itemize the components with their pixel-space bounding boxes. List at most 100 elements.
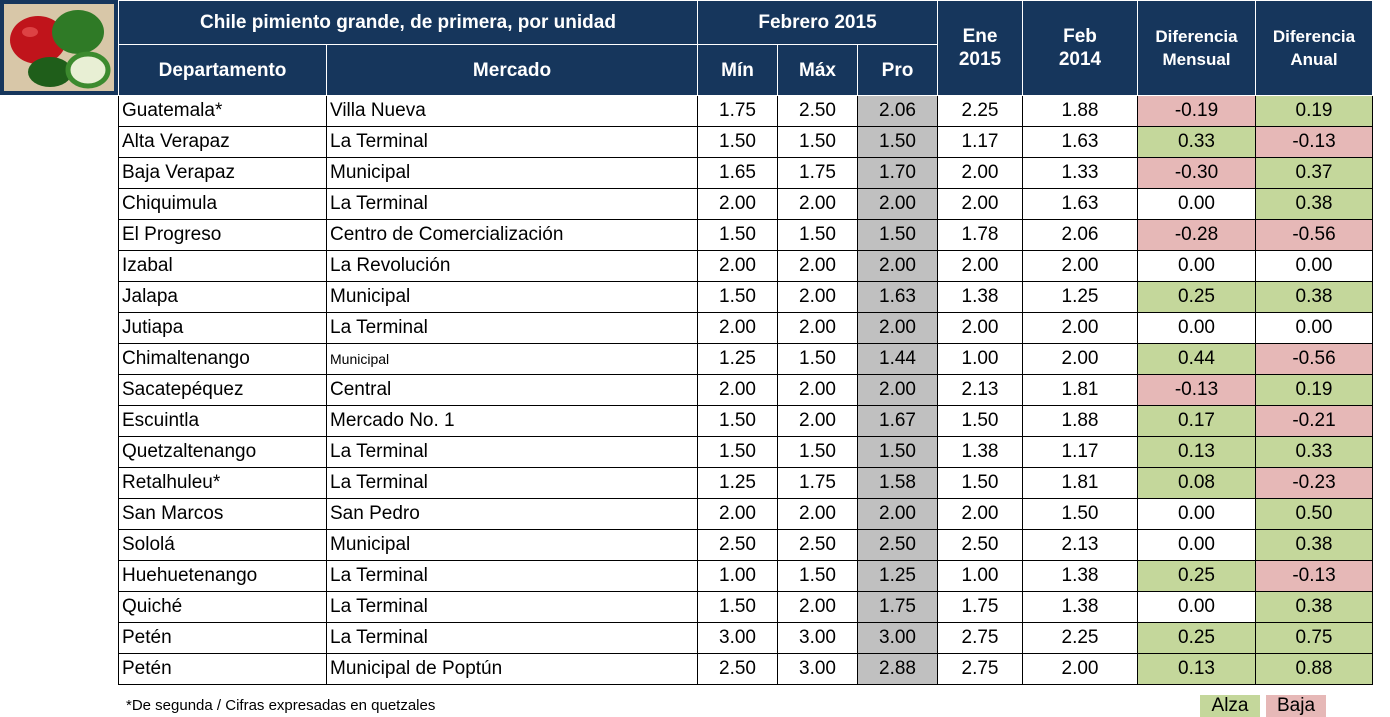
table-row: Quiché La Terminal 1.50 2.00 1.75 1.75 1.38 0.0… xyxy=(118,591,1373,623)
number-cell: 1.50 xyxy=(697,405,778,437)
text-cell: Sacatepéquez xyxy=(118,374,327,406)
number-cell: 0.00 xyxy=(1137,591,1256,623)
number-cell: 2.00 xyxy=(777,281,858,313)
number-cell: 2.50 xyxy=(937,529,1023,561)
number-cell: 2.00 xyxy=(777,591,858,623)
number-cell: 1.50 xyxy=(777,219,858,251)
text-cell: La Terminal xyxy=(326,126,698,158)
text-cell: Jalapa xyxy=(118,281,327,313)
number-cell: 1.38 xyxy=(1022,591,1138,623)
text-cell: Municipal xyxy=(326,529,698,561)
number-cell: 1.25 xyxy=(857,560,938,592)
table-row: Jalapa Municipal 1.50 2.00 1.63 1.38 1.25 0.25 0… xyxy=(118,281,1373,313)
table-row: Sacatepéquez Central 2.00 2.00 2.00 2.13 1.81-… xyxy=(118,374,1373,406)
text-cell: Villa Nueva xyxy=(326,95,698,127)
number-cell: 0.38 xyxy=(1255,529,1373,561)
number-cell: 0.75 xyxy=(1255,622,1373,654)
number-cell: 2.06 xyxy=(1022,219,1138,251)
number-cell: 0.38 xyxy=(1255,188,1373,220)
number-cell: 0.17 xyxy=(1137,405,1256,437)
text-cell: Mercado No. 1 xyxy=(326,405,698,437)
text-cell: Quiché xyxy=(118,591,327,623)
number-cell: 0.00 xyxy=(1137,312,1256,344)
number-cell: 2.50 xyxy=(777,529,858,561)
number-cell: 0.00 xyxy=(1255,312,1373,344)
number-cell: 0.25 xyxy=(1137,560,1256,592)
text-cell: Chimaltenango xyxy=(118,343,327,375)
number-cell: 2.00 xyxy=(857,374,938,406)
text-cell: La Terminal xyxy=(326,622,698,654)
number-cell: 1.88 xyxy=(1022,95,1138,127)
number-cell: 1.50 xyxy=(697,219,778,251)
number-cell: 1.75 xyxy=(857,591,938,623)
number-cell: 3.00 xyxy=(777,622,858,654)
number-cell: 1.00 xyxy=(937,343,1023,375)
number-cell: -0.19 xyxy=(1137,95,1256,127)
number-cell: 1.50 xyxy=(857,126,938,158)
number-cell: 0.00 xyxy=(1137,188,1256,220)
text-cell: Alta Verapaz xyxy=(118,126,327,158)
period: Febrero 2015 xyxy=(697,0,938,45)
table-row: Jutiapa La Terminal 2.00 2.00 2.00 2.00 2.00 0.… xyxy=(118,312,1373,344)
number-cell: 2.00 xyxy=(777,188,858,220)
number-cell: 2.06 xyxy=(857,95,938,127)
number-cell: 1.00 xyxy=(697,560,778,592)
number-cell: 1.88 xyxy=(1022,405,1138,437)
number-cell: 1.25 xyxy=(697,343,778,375)
table-row: Escuintla Mercado No. 1 1.50 2.00 1.67 1.50 1.… xyxy=(118,405,1373,437)
number-cell: -0.13 xyxy=(1137,374,1256,406)
number-cell: 1.00 xyxy=(937,560,1023,592)
number-cell: 0.00 xyxy=(1137,250,1256,282)
text-cell: Municipal xyxy=(326,343,698,375)
number-cell: 2.13 xyxy=(937,374,1023,406)
text-cell: Sololá xyxy=(118,529,327,561)
number-cell: 2.00 xyxy=(777,250,858,282)
number-cell: 2.50 xyxy=(697,529,778,561)
number-cell: -0.13 xyxy=(1255,126,1373,158)
number-cell: 0.44 xyxy=(1137,343,1256,375)
legend-up: Alza xyxy=(1200,695,1260,717)
text-cell: La Terminal xyxy=(326,436,698,468)
text-cell: El Progreso xyxy=(118,219,327,251)
text-cell: Jutiapa xyxy=(118,312,327,344)
number-cell: 1.38 xyxy=(1022,560,1138,592)
number-cell: 0.00 xyxy=(1137,529,1256,561)
col-header: Departamento xyxy=(118,44,327,96)
number-cell: 1.50 xyxy=(857,219,938,251)
number-cell: 1.38 xyxy=(937,436,1023,468)
number-cell: -0.21 xyxy=(1255,405,1373,437)
number-cell: 2.00 xyxy=(697,188,778,220)
number-cell: 1.25 xyxy=(1022,281,1138,313)
text-cell: La Terminal xyxy=(326,560,698,592)
number-cell: 1.25 xyxy=(697,467,778,499)
number-cell: 1.81 xyxy=(1022,467,1138,499)
col-header: Máx xyxy=(777,44,858,96)
col-header: Diferencia Mensual xyxy=(1137,0,1256,96)
number-cell: 1.17 xyxy=(937,126,1023,158)
number-cell: 1.63 xyxy=(857,281,938,313)
number-cell: 1.67 xyxy=(857,405,938,437)
text-cell: La Terminal xyxy=(326,312,698,344)
number-cell: 2.88 xyxy=(857,653,938,685)
number-cell: 0.13 xyxy=(1137,653,1256,685)
number-cell: 2.00 xyxy=(1022,312,1138,344)
number-cell: 2.00 xyxy=(777,374,858,406)
table-title: Chile pimiento grande, de primera, por u… xyxy=(118,0,698,45)
number-cell: 1.63 xyxy=(1022,188,1138,220)
number-cell: 0.19 xyxy=(1255,95,1373,127)
number-cell: 1.50 xyxy=(1022,498,1138,530)
number-cell: -0.56 xyxy=(1255,343,1373,375)
number-cell: 1.50 xyxy=(697,591,778,623)
number-cell: 0.33 xyxy=(1137,126,1256,158)
text-cell: La Terminal xyxy=(326,467,698,499)
col-header: Feb 2014 xyxy=(1022,0,1138,96)
number-cell: 2.00 xyxy=(937,157,1023,189)
number-cell: 1.50 xyxy=(697,126,778,158)
text-cell: Huehuetenango xyxy=(118,560,327,592)
table-row: Izabal La Revolución 2.00 2.00 2.00 2.00 2.00 0… xyxy=(118,250,1373,282)
number-cell: 2.00 xyxy=(1022,343,1138,375)
number-cell: -0.13 xyxy=(1255,560,1373,592)
number-cell: 3.00 xyxy=(777,653,858,685)
table-row: Quetzaltenango La Terminal 1.50 1.50 1.50 1.3… xyxy=(118,436,1373,468)
text-cell: Municipal de Poptún xyxy=(326,653,698,685)
